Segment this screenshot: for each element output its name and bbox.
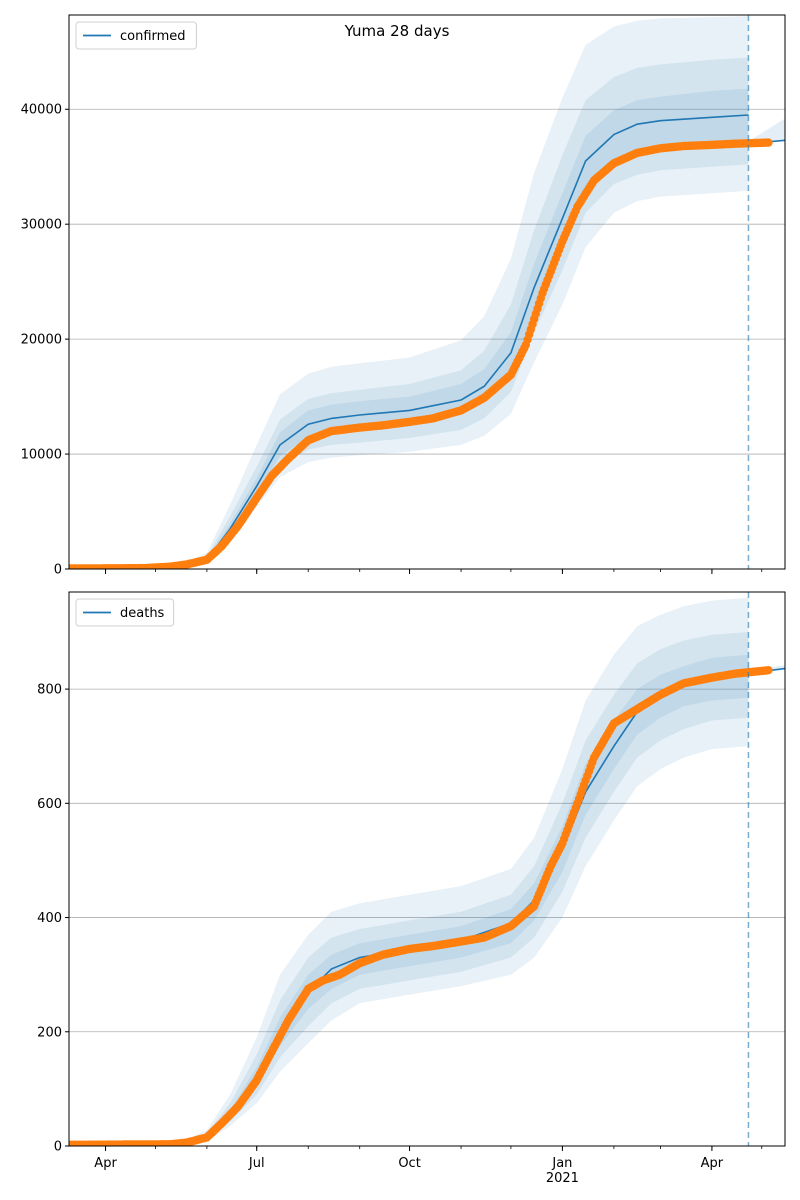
uncertainty-band [69,632,749,1146]
uncertainty-band [69,16,749,569]
uncertainty-band [69,597,749,1146]
legend: confirmed [75,21,197,50]
plot-area [69,15,785,569]
observed-series [69,666,773,1146]
uncertainty-band [69,57,749,569]
y-tick-label: 200 [37,1025,62,1040]
tail-band [748,118,785,144]
y-tick-label: 600 [37,797,62,812]
uncertainty-band [69,654,749,1146]
y-tick-label: 0 [54,1140,62,1155]
legend-box [75,598,175,627]
y-tick-label: 800 [37,683,62,698]
plot-area [69,592,785,1146]
observed-series [69,138,773,569]
x-tick-label: 2021 [546,1171,579,1186]
axes-frame [68,591,786,1147]
legend: deaths [75,598,175,627]
chart-title: Yuma 28 days [344,22,450,40]
y-tick-label: 40000 [21,103,62,118]
panel-confirmed: 0 10000 20000 30000 40000 confirmed [21,14,786,578]
y-tick-label: 30000 [21,218,62,233]
observed-point [764,138,773,147]
x-tick-label: Jul [248,1156,265,1171]
legend-label: confirmed [120,29,186,44]
x-tick-label: Apr [701,1156,724,1171]
y-tick-label: 10000 [21,448,62,463]
y-tick-label: 0 [54,563,62,578]
legend-box [75,21,197,50]
uncertainty-band [69,88,749,569]
x-tick-label: Jan [551,1156,572,1171]
y-tick-label: 400 [37,911,62,926]
axes-frame [68,14,786,570]
y-tick-label: 20000 [21,333,62,348]
legend-label: deaths [120,606,165,621]
x-tick-label: Oct [398,1156,420,1171]
x-tick-label: Apr [94,1156,117,1171]
observed-point [764,666,773,675]
